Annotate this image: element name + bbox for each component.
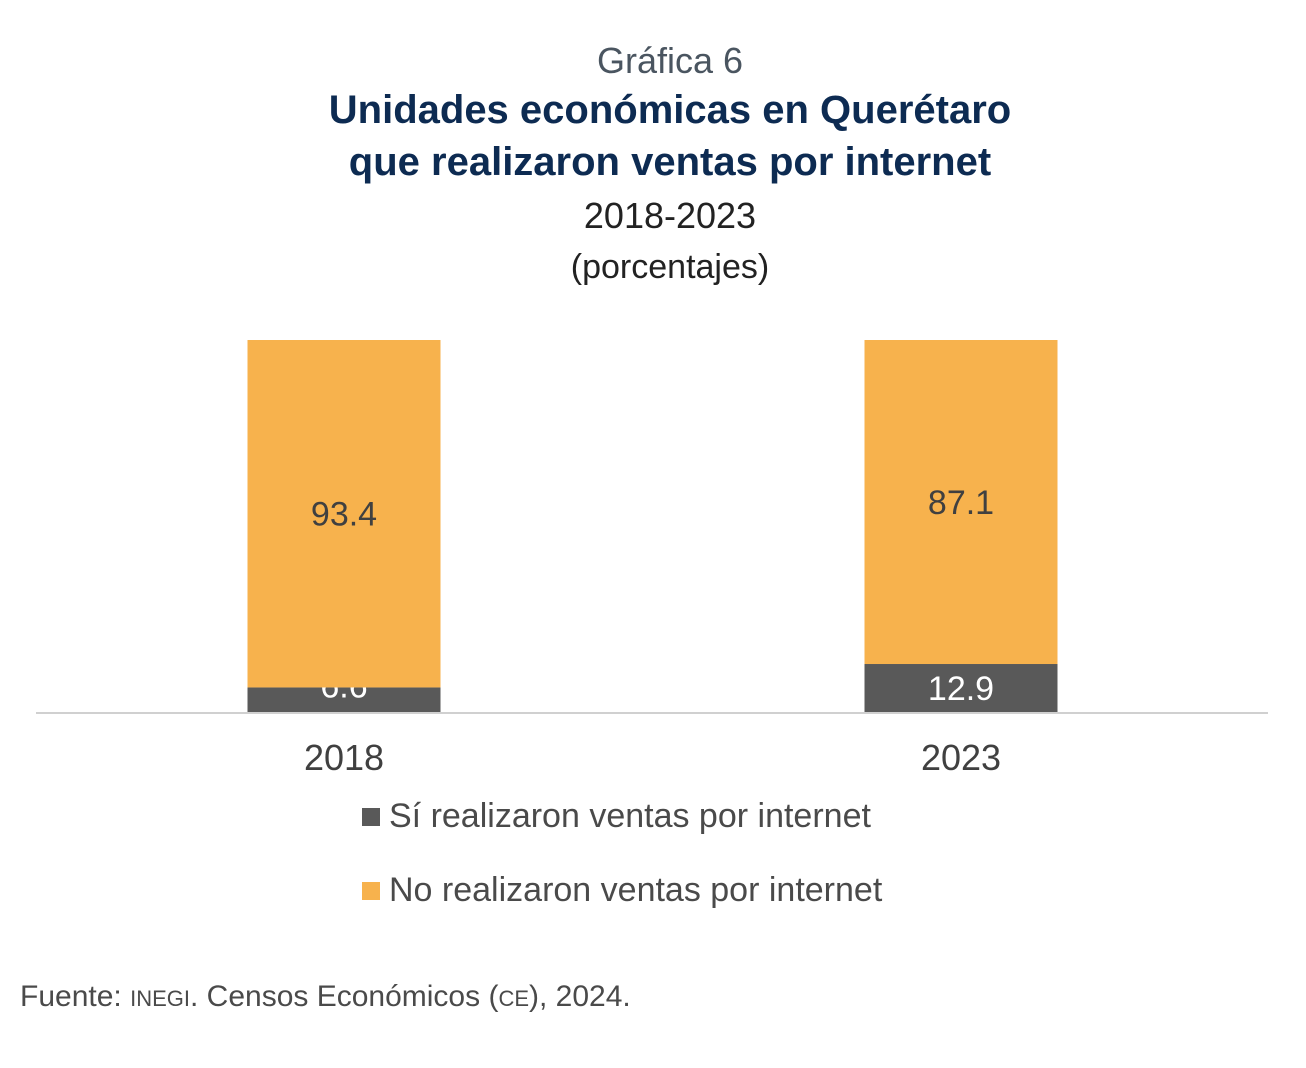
source-note: Fuente: INEGI. Censos Económicos (CE), 2… — [20, 980, 631, 1014]
bar-2018-series-1 — [247, 340, 441, 688]
bar-2018-series-0 — [247, 687, 441, 712]
data-label-2023-series-0: 12.9 — [928, 670, 994, 708]
chart-units: (porcentajes) — [570, 248, 770, 286]
x-tick-label-2023: 2023 — [921, 737, 1001, 778]
data-label-2023-series-1: 87.1 — [928, 484, 994, 522]
data-label-2018-series-1: 93.4 — [311, 496, 377, 534]
legend-swatch-si — [362, 807, 380, 826]
bar-2023-series-0 — [864, 664, 1058, 712]
source-prefix: Fuente: — [20, 980, 131, 1013]
source-org: INEGI — [130, 986, 190, 1011]
source-abbr: CE — [498, 986, 529, 1011]
chart-title-line2: que realizaron ventas por internet — [348, 140, 992, 184]
chart-period: 2018-2023 — [583, 195, 757, 236]
legend-swatch-no — [362, 881, 380, 900]
legend-label-si: Sí realizaron ventas por internet — [389, 797, 871, 835]
bar-2023-series-1 — [864, 340, 1058, 665]
legend-label-no: No realizaron ventas por internet — [389, 871, 883, 909]
legend-item-no: No realizaron ventas por internet — [362, 871, 882, 910]
source-middle: . Censos Económicos ( — [189, 980, 499, 1013]
chart-title-line1: Unidades económicas en Querétaro — [328, 88, 1012, 132]
chart-label: Gráfica 6 — [596, 40, 744, 81]
x-tick-label-2018: 2018 — [304, 737, 384, 778]
legend-item-si: Sí realizaron ventas por internet — [362, 797, 871, 836]
source-suffix: ), 2024. — [529, 980, 631, 1013]
